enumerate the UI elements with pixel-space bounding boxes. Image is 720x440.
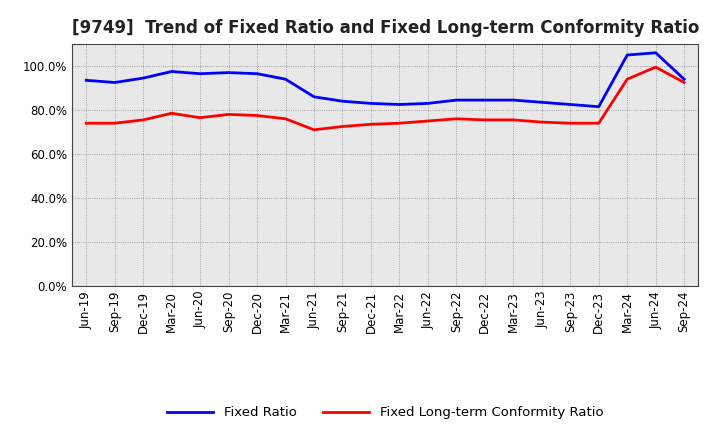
Line: Fixed Ratio: Fixed Ratio bbox=[86, 53, 684, 106]
Fixed Long-term Conformity Ratio bbox=[595, 121, 603, 126]
Fixed Ratio bbox=[282, 77, 290, 82]
Fixed Ratio bbox=[82, 77, 91, 83]
Fixed Long-term Conformity Ratio bbox=[480, 117, 489, 122]
Fixed Ratio bbox=[310, 94, 318, 99]
Fixed Ratio bbox=[509, 97, 518, 103]
Fixed Long-term Conformity Ratio bbox=[623, 77, 631, 82]
Fixed Ratio bbox=[680, 77, 688, 82]
Fixed Long-term Conformity Ratio bbox=[652, 64, 660, 70]
Fixed Ratio bbox=[480, 97, 489, 103]
Fixed Long-term Conformity Ratio bbox=[395, 121, 404, 126]
Fixed Ratio bbox=[139, 75, 148, 81]
Legend: Fixed Ratio, Fixed Long-term Conformity Ratio: Fixed Ratio, Fixed Long-term Conformity … bbox=[162, 401, 608, 425]
Fixed Ratio bbox=[652, 50, 660, 55]
Fixed Long-term Conformity Ratio bbox=[167, 110, 176, 116]
Fixed Long-term Conformity Ratio bbox=[680, 80, 688, 85]
Fixed Ratio bbox=[452, 97, 461, 103]
Fixed Long-term Conformity Ratio bbox=[253, 113, 261, 118]
Fixed Long-term Conformity Ratio bbox=[509, 117, 518, 122]
Fixed Long-term Conformity Ratio bbox=[282, 116, 290, 121]
Fixed Long-term Conformity Ratio bbox=[566, 121, 575, 126]
Fixed Ratio bbox=[366, 101, 375, 106]
Fixed Ratio bbox=[338, 99, 347, 104]
Fixed Ratio bbox=[110, 80, 119, 85]
Fixed Ratio bbox=[196, 71, 204, 76]
Fixed Long-term Conformity Ratio bbox=[310, 127, 318, 132]
Fixed Long-term Conformity Ratio bbox=[338, 124, 347, 129]
Fixed Ratio bbox=[253, 71, 261, 76]
Fixed Ratio bbox=[623, 52, 631, 58]
Fixed Ratio bbox=[167, 69, 176, 74]
Fixed Ratio bbox=[566, 102, 575, 107]
Fixed Long-term Conformity Ratio bbox=[423, 118, 432, 124]
Fixed Ratio bbox=[225, 70, 233, 75]
Line: Fixed Long-term Conformity Ratio: Fixed Long-term Conformity Ratio bbox=[86, 67, 684, 130]
Fixed Long-term Conformity Ratio bbox=[82, 121, 91, 126]
Title: [9749]  Trend of Fixed Ratio and Fixed Long-term Conformity Ratio: [9749] Trend of Fixed Ratio and Fixed Lo… bbox=[71, 19, 699, 37]
Fixed Long-term Conformity Ratio bbox=[452, 116, 461, 121]
Fixed Ratio bbox=[537, 99, 546, 105]
Fixed Long-term Conformity Ratio bbox=[110, 121, 119, 126]
Fixed Long-term Conformity Ratio bbox=[139, 117, 148, 122]
Fixed Ratio bbox=[423, 101, 432, 106]
Fixed Ratio bbox=[395, 102, 404, 107]
Fixed Long-term Conformity Ratio bbox=[225, 112, 233, 117]
Fixed Long-term Conformity Ratio bbox=[366, 121, 375, 127]
Fixed Ratio bbox=[595, 104, 603, 109]
Fixed Long-term Conformity Ratio bbox=[196, 115, 204, 120]
Fixed Long-term Conformity Ratio bbox=[537, 119, 546, 125]
